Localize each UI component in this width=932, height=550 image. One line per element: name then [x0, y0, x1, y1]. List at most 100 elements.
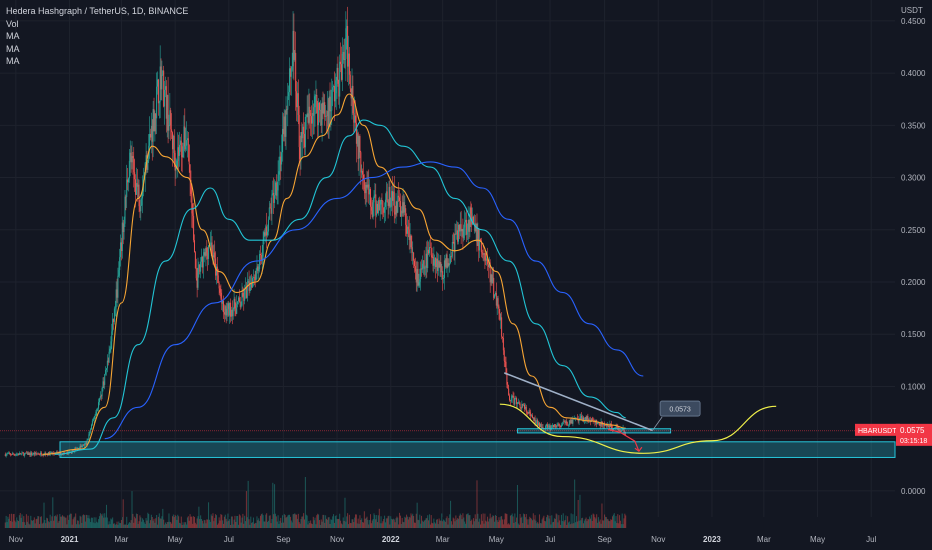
candle-body	[451, 241, 453, 257]
volume-bar	[615, 516, 617, 528]
volume-bar	[266, 513, 268, 528]
candle-body	[126, 179, 128, 197]
candle-body	[461, 229, 463, 232]
candle-body	[624, 431, 626, 433]
candle-body	[5, 454, 7, 456]
volume-bar	[24, 522, 26, 528]
candle-body	[499, 313, 501, 320]
volume-bar	[619, 515, 621, 528]
volume-bar	[148, 513, 150, 528]
candle-body	[591, 418, 593, 421]
volume-bar	[538, 523, 540, 528]
volume-bar	[106, 517, 108, 528]
legend-vol[interactable]: Vol	[6, 18, 19, 29]
candle-body	[458, 224, 460, 242]
volume-bar	[450, 500, 452, 528]
volume-bar	[153, 518, 155, 528]
candle-body	[207, 252, 209, 259]
volume-bar	[223, 523, 225, 528]
candle-body	[329, 96, 331, 112]
legend-ma-3[interactable]: MA	[6, 56, 20, 66]
volume-bar	[493, 515, 495, 528]
candle-body	[296, 93, 298, 108]
candle-body	[569, 420, 571, 424]
volume-bar	[539, 522, 541, 528]
volume-bar	[88, 515, 90, 528]
candle-body	[223, 312, 225, 315]
volume-bar	[421, 515, 423, 528]
legend-ma-1[interactable]: MA	[6, 31, 20, 41]
volume-bar	[463, 517, 465, 528]
volume-bar	[193, 517, 195, 528]
candle-body	[541, 427, 543, 428]
candle-body	[17, 454, 19, 455]
volume-bar	[475, 518, 477, 528]
candle-body	[187, 138, 189, 146]
candle-body	[480, 239, 482, 241]
candle-body	[290, 69, 292, 77]
volume-bar	[512, 516, 514, 528]
volume-bar	[200, 515, 202, 528]
candle-body	[301, 132, 303, 139]
volume-bar	[210, 514, 212, 528]
candle-body	[547, 426, 549, 428]
volume-bar	[157, 524, 159, 528]
volume-bar	[318, 520, 320, 528]
candle-body	[484, 253, 486, 261]
chart-title[interactable]: Hedera Hashgraph / TetherUS, 1D, BINANCE	[6, 6, 189, 16]
volume-bar	[540, 523, 542, 528]
volume-bar	[560, 514, 562, 528]
candle-body	[35, 452, 37, 454]
candle-body	[117, 275, 119, 298]
candle-body	[551, 425, 553, 429]
candle-body	[186, 140, 188, 146]
volume-bar	[496, 520, 498, 528]
volume-bar	[235, 521, 237, 528]
candle-body	[198, 264, 200, 268]
volume-bar	[100, 514, 102, 528]
candle-body	[230, 309, 232, 317]
candle-body	[312, 113, 314, 116]
volume-bar	[290, 520, 292, 528]
candle-body	[281, 152, 283, 165]
candle-body	[213, 252, 215, 258]
volume-bar	[314, 517, 316, 528]
volume-bar	[494, 515, 496, 528]
candle-body	[356, 133, 358, 144]
candle-body	[453, 242, 455, 253]
candle-body	[416, 269, 418, 283]
volume-bar	[419, 514, 421, 528]
volume-bar	[264, 521, 266, 528]
candle-body	[325, 115, 327, 117]
volume-bar	[470, 520, 472, 528]
candle-body	[99, 396, 101, 399]
volume-bar	[142, 519, 144, 528]
candle-body	[424, 267, 426, 269]
candle-body	[546, 424, 548, 428]
candle-body	[166, 95, 168, 119]
candle-body	[534, 418, 536, 424]
volume-bar	[143, 522, 145, 528]
volume-bar	[13, 513, 15, 528]
candle-body	[15, 454, 17, 456]
candle-body	[509, 395, 511, 401]
volume-bar	[55, 516, 57, 528]
volume-bar	[160, 518, 162, 528]
candle-body	[612, 428, 614, 431]
volume-bar	[227, 513, 229, 528]
volume-bar	[456, 519, 458, 528]
volume-bar	[209, 521, 211, 528]
candle-body	[39, 452, 41, 455]
volume-bar	[135, 518, 137, 528]
candle-body	[370, 206, 372, 211]
volume-bar	[114, 524, 116, 528]
candle-body	[337, 67, 339, 84]
legend-ma-2[interactable]: MA	[6, 43, 20, 54]
support-zone-layer	[59, 441, 896, 458]
volume-bar	[245, 521, 247, 528]
candle-body	[587, 416, 589, 419]
volume-bar	[437, 524, 439, 528]
volume-bar	[91, 517, 93, 528]
